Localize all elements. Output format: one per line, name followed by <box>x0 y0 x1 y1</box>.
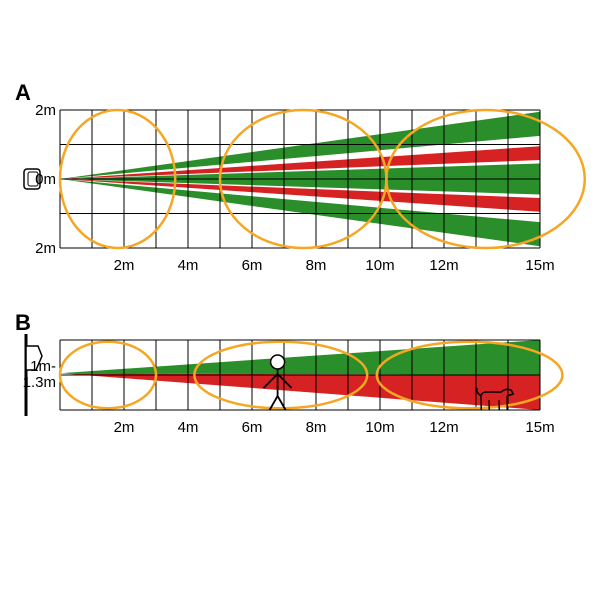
svg-text:1.3m: 1.3m <box>23 374 56 391</box>
svg-text:8m: 8m <box>306 257 327 274</box>
svg-text:1m-: 1m- <box>30 358 56 375</box>
svg-text:12m: 12m <box>429 419 458 436</box>
page-root: A 2m0m2m2m4m6m8m10m12m15m B 1m-1.3m2m4m6… <box>0 0 600 600</box>
svg-text:15m: 15m <box>525 419 554 436</box>
svg-text:6m: 6m <box>242 257 263 274</box>
svg-text:10m: 10m <box>365 419 394 436</box>
svg-text:4m: 4m <box>178 257 199 274</box>
svg-text:2m: 2m <box>114 419 135 436</box>
svg-text:2m: 2m <box>114 257 135 274</box>
svg-text:2m: 2m <box>35 102 56 119</box>
svg-text:6m: 6m <box>242 419 263 436</box>
panel-a-chart: 2m 0m 2m 2m 4m 6m 8m 10m 12m 15m <box>0 100 600 290</box>
svg-text:10m: 10m <box>365 257 394 274</box>
svg-text:2m: 2m <box>35 240 56 257</box>
panel-b-chart: 1m-1.3m 2m 4m 6m 8m 10m 12m 15m <box>0 330 600 470</box>
svg-text:4m: 4m <box>178 419 199 436</box>
svg-text:12m: 12m <box>429 257 458 274</box>
svg-text:0m: 0m <box>35 171 56 188</box>
svg-text:15m: 15m <box>525 257 554 274</box>
svg-text:8m: 8m <box>306 419 327 436</box>
